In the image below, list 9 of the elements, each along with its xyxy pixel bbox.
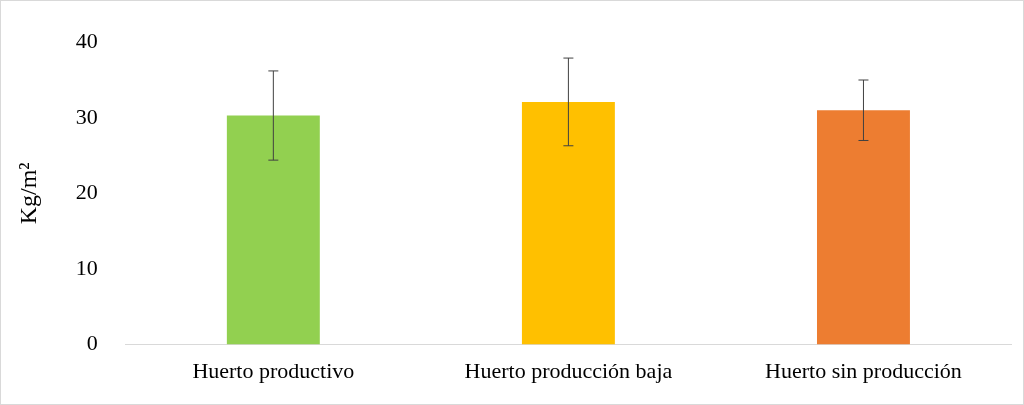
y-axis-title: Kg/m² <box>14 162 41 225</box>
y-tick-label: 40 <box>75 27 98 53</box>
y-tick-label: 30 <box>75 103 98 129</box>
y-tick-label: 0 <box>86 330 98 356</box>
x-tick-label: Huerto productivo <box>192 357 355 383</box>
x-tick-label: Huerto sin producción <box>765 357 962 383</box>
y-tick-label: 20 <box>75 179 98 205</box>
x-tick-label: Huerto producción baja <box>464 357 673 383</box>
y-tick-label: 10 <box>75 254 98 280</box>
